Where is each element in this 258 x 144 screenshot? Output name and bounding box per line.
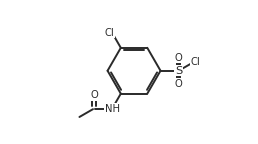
Text: O: O	[175, 79, 183, 89]
Text: O: O	[175, 53, 183, 63]
Text: S: S	[175, 66, 182, 76]
Text: O: O	[90, 90, 98, 100]
Text: Cl: Cl	[191, 57, 200, 67]
Text: NH: NH	[105, 104, 120, 113]
Text: Cl: Cl	[105, 28, 115, 38]
